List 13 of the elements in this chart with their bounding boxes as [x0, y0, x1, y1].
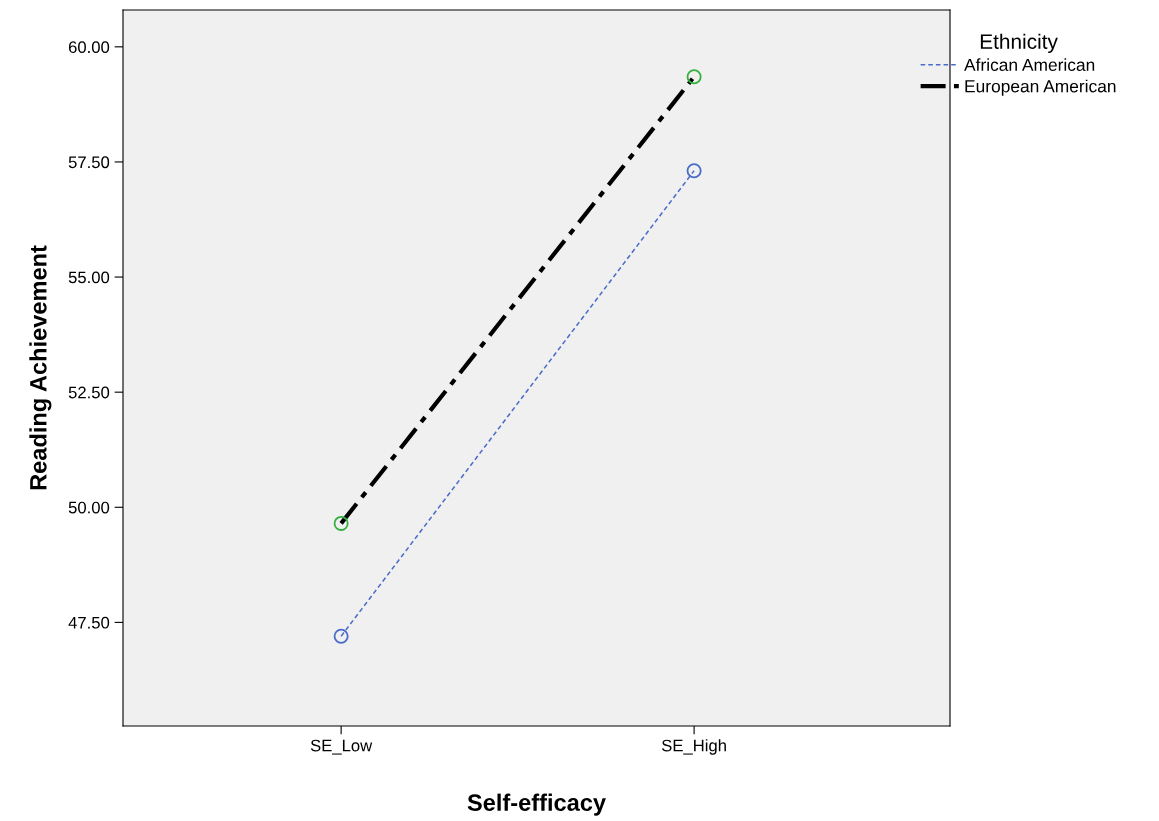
y-tick-label: 50.00: [68, 501, 110, 514]
y-tick-label: 57.50: [68, 156, 110, 169]
legend-label: European American: [965, 79, 1116, 96]
x-axis-title: Self-efficacy: [467, 793, 606, 816]
x-tick-label: SE_High: [661, 739, 726, 755]
legend-title: Ethnicity: [980, 33, 1058, 54]
y-tick-label: 47.50: [68, 616, 110, 629]
y-tick-label: 60.00: [68, 41, 110, 54]
y-tick-label: 55.00: [68, 271, 110, 284]
legend-label: African American: [964, 58, 1095, 72]
y-axis-title: Reading Achievement: [29, 245, 52, 490]
x-tick-label: SE_Low: [310, 739, 373, 755]
y-tick-label: 52.50: [68, 386, 110, 399]
